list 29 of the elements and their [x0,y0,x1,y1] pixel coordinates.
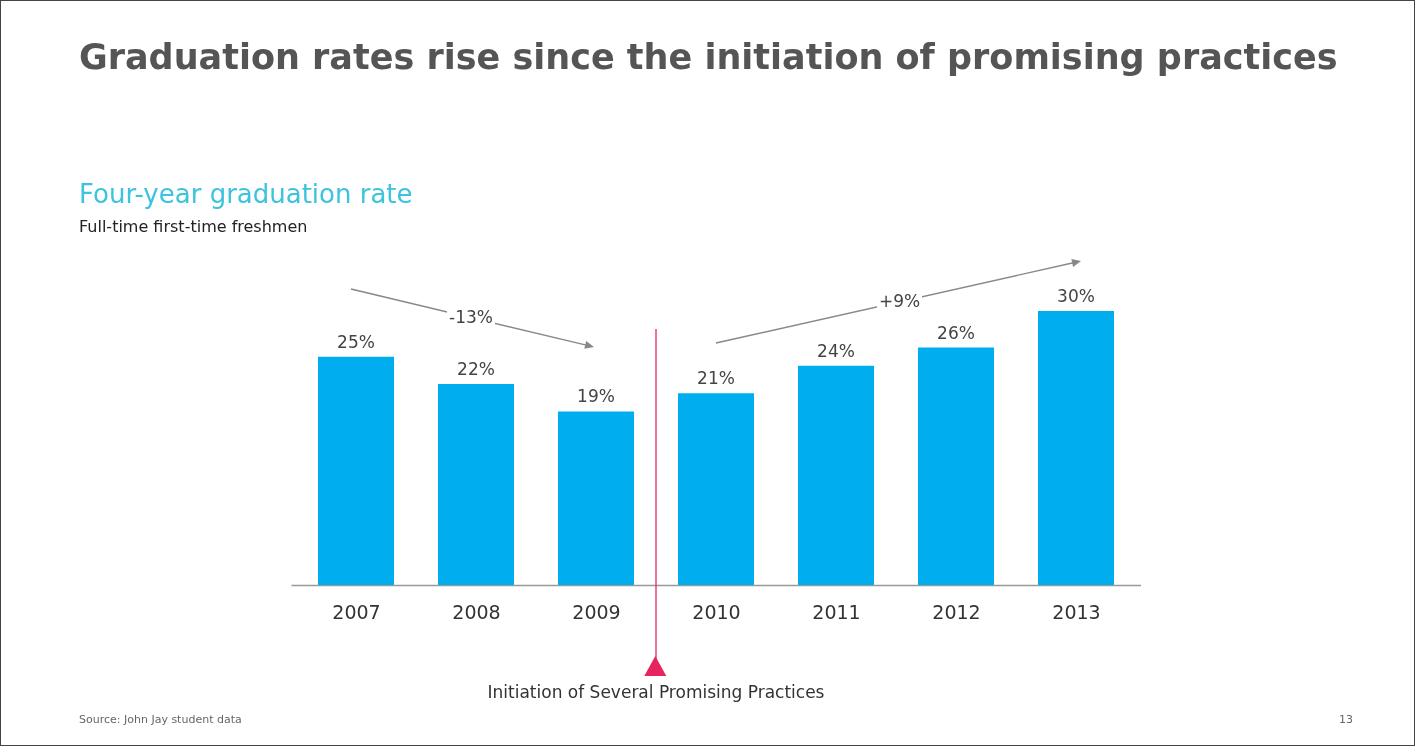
x-tick-label: 2010 [692,600,741,623]
data-label: 30% [1057,286,1095,306]
data-label: 26% [937,322,975,343]
data-label: 19% [577,386,615,407]
x-tick-label: 2013 [1052,600,1101,623]
annotation: -13% [447,307,495,327]
text: +9% [877,291,923,311]
chart-subtitle: Four-year graduation rate [79,179,413,209]
x-tick-label: 2012 [932,600,981,623]
chart-title: Graduation rates rise since the initiation of promising practices [79,37,1338,77]
data-label: 21% [697,368,735,389]
source-note: Source: John Jay student data [79,713,242,726]
bar [798,365,874,585]
x-tick-label: 2011 [812,600,861,623]
bar [438,384,514,585]
bar [678,393,754,585]
x-tick-label: 2009 [572,600,621,623]
bar [558,411,634,585]
data-label: 22% [457,359,495,380]
text: 13 [1339,713,1353,726]
x-tick-label: 2008 [452,600,501,623]
data-label: 24% [817,340,855,361]
text: Full-time first-time freshmen [79,217,308,236]
bar [918,347,994,585]
bar [1038,311,1114,585]
ref-line-label: Initiation of Several Promising Practices [487,682,825,702]
x-tick-label: 2007 [332,600,381,623]
bar [318,356,394,585]
data-label: 25% [337,331,375,352]
